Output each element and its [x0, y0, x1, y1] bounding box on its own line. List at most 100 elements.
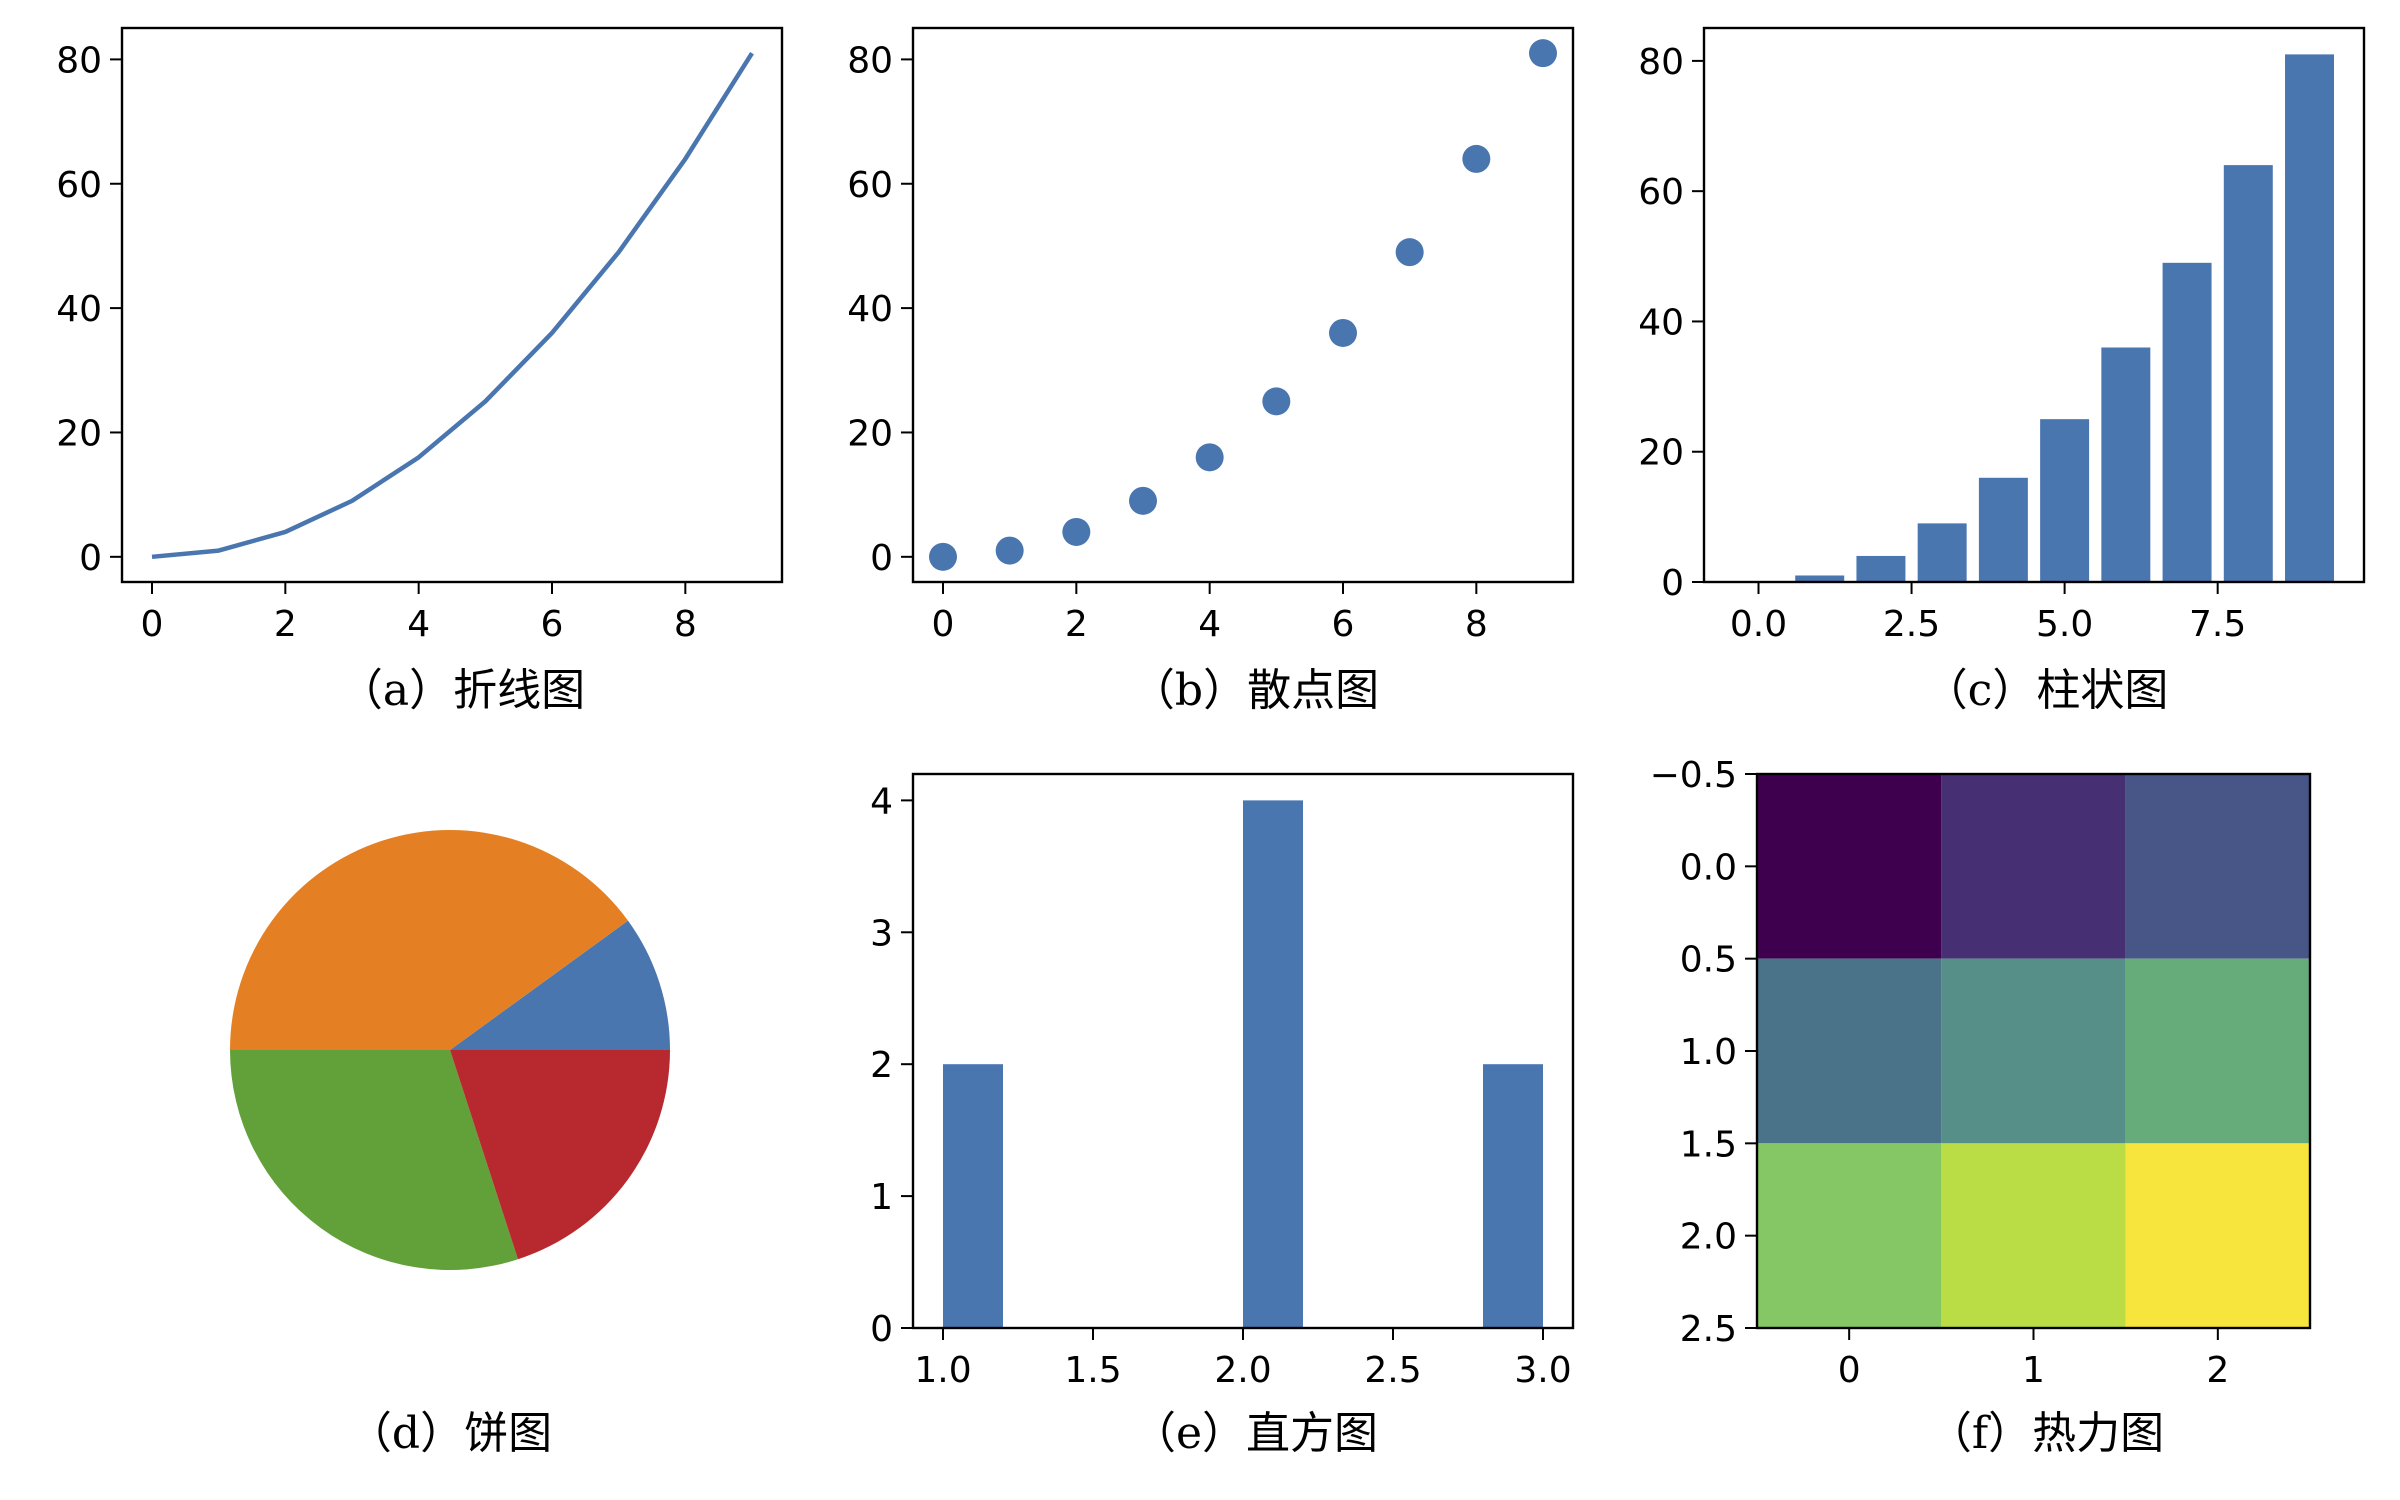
x-tick-label: 2.5 — [1883, 604, 1940, 645]
y-tick-label: 2.0 — [1680, 1217, 1737, 1258]
panel-e-histogram: 1.0 1.5 2.0 2.5 3.0 0 1 2 3 4 （e）直方图 — [870, 772, 1575, 1459]
axes-frame-a — [120, 26, 784, 584]
y-tick-label: 20 — [1638, 433, 1684, 474]
x-tick-label: 1 — [2022, 1350, 2045, 1391]
x-tick-label: 0.0 — [1730, 604, 1787, 645]
y-tick-label: 1 — [870, 1177, 893, 1218]
y-tick-label: 0.5 — [1680, 940, 1737, 981]
bar — [2223, 165, 2273, 582]
panel-f-heatmap: 0 1 2 −0.5 0.0 0.5 1.0 1.5 2.0 2.5 （f）热力图 — [1650, 755, 2312, 1459]
y-tick-label: 0 — [870, 538, 893, 579]
x-tick-label: 2 — [1065, 604, 1088, 645]
panel-caption: （a）折线图 — [339, 665, 585, 716]
x-tick-label: 1.0 — [914, 1350, 971, 1391]
panel-caption: （d）饼图 — [348, 1408, 552, 1459]
x-tick-label: 2 — [274, 604, 297, 645]
bar — [1795, 575, 1845, 582]
pie-slice — [450, 1050, 670, 1260]
heatmap-cell — [2125, 774, 2310, 959]
axes-frame-b — [911, 26, 1575, 584]
x-tick-label: 2 — [2206, 1350, 2229, 1391]
histogram-bar — [943, 1064, 1003, 1328]
heatmap-cell — [2125, 958, 2310, 1144]
scatter-point — [1129, 486, 1157, 515]
panel-caption: （b）散点图 — [1131, 665, 1379, 716]
pie-slice — [230, 829, 628, 1050]
y-tick-label: 20 — [847, 413, 893, 454]
panel-caption: （f）热力图 — [1928, 1408, 2164, 1459]
y-tick-label: 0 — [1661, 563, 1684, 604]
y-tick-label: 60 — [1638, 172, 1684, 213]
y-tick-label: −0.5 — [1650, 755, 1737, 796]
y-tick-label: 40 — [56, 289, 102, 330]
bar — [2285, 54, 2334, 582]
bar — [2101, 347, 2151, 582]
histogram-bar — [1243, 800, 1303, 1328]
scatter-point — [1329, 318, 1357, 347]
y-tick-label: 2.5 — [1680, 1309, 1737, 1350]
x-tick-label: 6 — [1332, 604, 1355, 645]
panel-c-bar-chart: 0.0 2.5 5.0 7.5 0 20 40 60 80 （c）柱状图 — [1638, 26, 2366, 716]
y-tick-label: 80 — [56, 40, 102, 81]
x-tick-label: 8 — [1465, 604, 1488, 645]
y-tick-label: 1.0 — [1680, 1032, 1737, 1073]
y-tick-label: 80 — [1638, 42, 1684, 83]
axes-frame-c — [1702, 26, 2366, 584]
heatmap-cell — [1757, 958, 1942, 1144]
scatter-point — [1195, 443, 1224, 472]
x-tick-label: 7.5 — [2189, 604, 2246, 645]
x-tick-label: 4 — [407, 604, 430, 645]
series-line — [151, 51, 754, 560]
bar — [2040, 419, 2090, 582]
y-tick-label: 80 — [847, 40, 893, 81]
x-tick-label: 2.0 — [1214, 1350, 1271, 1391]
histogram-bar — [1483, 1064, 1543, 1328]
heatmap-cell — [1757, 1143, 1942, 1328]
y-tick-label: 1.5 — [1680, 1124, 1737, 1165]
bar — [1856, 555, 1906, 582]
bar — [2162, 262, 2212, 582]
y-tick-label: 20 — [56, 413, 102, 454]
y-tick-label: 3 — [870, 913, 893, 954]
heatmap-cell — [2125, 1143, 2310, 1328]
x-tick-label: 2.5 — [1364, 1350, 1421, 1391]
heatmap-cell — [1757, 774, 1942, 959]
x-tick-label: 0 — [141, 604, 164, 645]
x-tick-label: 3.0 — [1514, 1350, 1571, 1391]
heatmap-cell — [1941, 1143, 2126, 1328]
x-tick-label: 6 — [541, 604, 564, 645]
panel-caption: （e）直方图 — [1132, 1408, 1378, 1459]
pie-slice — [450, 920, 670, 1050]
panel-caption: （c）柱状图 — [1924, 665, 2169, 716]
x-tick-label: 4 — [1198, 604, 1221, 645]
y-tick-label: 0 — [870, 1309, 893, 1350]
x-tick-label: 8 — [674, 604, 697, 645]
x-tick-label: 5.0 — [2036, 604, 2093, 645]
heatmap-cell — [1941, 774, 2126, 959]
bar — [1917, 523, 1967, 582]
heatmap-cell — [1941, 958, 2126, 1144]
scatter-point — [1529, 39, 1557, 68]
y-tick-label: 60 — [847, 165, 893, 206]
x-tick-label: 0 — [932, 604, 955, 645]
x-tick-label: 0 — [1838, 1350, 1861, 1391]
y-tick-label: 40 — [847, 289, 893, 330]
scatter-point — [1062, 517, 1091, 546]
scatter-point — [1262, 387, 1291, 416]
y-tick-label: 60 — [56, 165, 102, 206]
y-tick-label: 0 — [79, 538, 102, 579]
scatter-point — [1395, 238, 1424, 267]
y-tick-label: 40 — [1638, 302, 1684, 343]
y-tick-label: 0.0 — [1680, 847, 1737, 888]
scatter-point — [929, 542, 957, 571]
pie-slice — [230, 1050, 518, 1270]
bar — [1978, 477, 2028, 582]
panel-d-pie-chart: （d）饼图 — [230, 829, 670, 1459]
y-tick-label: 2 — [870, 1045, 893, 1086]
scatter-point — [1462, 144, 1491, 173]
x-tick-label: 1.5 — [1064, 1350, 1121, 1391]
y-tick-label: 4 — [870, 781, 893, 822]
